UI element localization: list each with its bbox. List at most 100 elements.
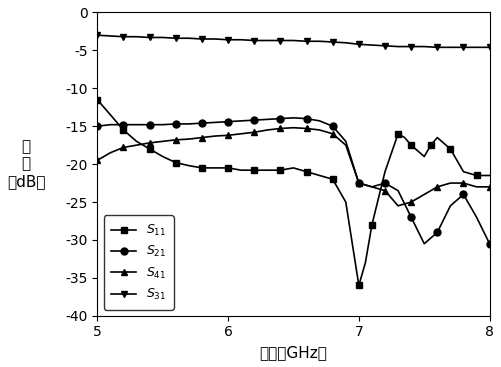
$S_{41}$ [460,181,466,185]
$S_{31}$ [356,42,362,47]
$S_{41}$ [134,143,140,148]
$S_{11}$ [408,143,414,148]
$S_{21}$ [199,121,205,126]
$S_{31}$ [278,38,284,43]
$S_{21}$ [107,123,113,127]
$S_{11}$ [134,139,140,143]
$S_{31}$ [147,35,153,40]
$S_{41}$ [186,137,192,141]
$S_{41}$ [291,126,297,130]
$S_{21}$ [212,120,218,125]
$S_{21}$ [134,123,140,127]
$S_{31}$ [343,41,349,45]
$S_{41}$ [304,126,310,131]
$S_{11}$ [278,168,284,172]
$S_{11}$ [486,173,492,178]
$S_{11}$ [317,173,323,178]
$S_{41}$ [278,126,284,131]
$S_{41}$ [356,181,362,185]
$S_{21}$ [160,123,166,127]
$S_{31}$ [395,44,401,49]
$S_{11}$ [356,283,362,288]
$S_{31}$ [291,38,297,43]
$S_{31}$ [251,38,257,43]
$S_{21}$ [173,122,179,126]
$S_{41}$ [343,143,349,148]
$S_{21}$ [120,123,126,127]
$S_{31}$ [369,43,375,47]
$S_{11}$ [428,143,434,148]
$S_{21}$ [343,139,349,143]
X-axis label: 频率（GHz）: 频率（GHz） [260,345,327,360]
$S_{31}$ [120,34,126,39]
$S_{11}$ [343,200,349,204]
$S_{41}$ [473,185,479,189]
$S_{21}$ [278,116,284,121]
$S_{21}$ [304,116,310,121]
$S_{21}$ [94,124,100,128]
$S_{11}$ [421,155,427,159]
$S_{21}$ [225,119,231,124]
Line: $S_{21}$: $S_{21}$ [94,115,493,247]
$S_{41}$ [199,135,205,140]
$S_{11}$ [434,135,440,140]
$S_{31}$ [173,36,179,40]
$S_{21}$ [251,118,257,122]
$S_{31}$ [160,35,166,40]
$S_{21}$ [238,119,244,123]
$S_{21}$ [408,215,414,219]
$S_{41}$ [395,204,401,208]
$S_{31}$ [434,45,440,50]
$S_{41}$ [107,150,113,155]
$S_{31}$ [134,34,140,39]
$S_{31}$ [421,44,427,49]
$S_{41}$ [225,133,231,138]
$S_{31}$ [486,45,492,50]
$S_{31}$ [382,44,388,48]
$S_{11}$ [238,168,244,172]
$S_{31}$ [330,40,336,44]
$S_{31}$ [304,39,310,43]
$S_{11}$ [304,170,310,174]
$S_{41}$ [251,130,257,134]
$S_{11}$ [160,155,166,159]
$S_{41}$ [369,185,375,189]
$S_{11}$ [330,177,336,181]
$S_{41}$ [434,185,440,189]
$S_{31}$ [94,33,100,37]
$S_{21}$ [447,204,453,208]
$S_{31}$ [317,39,323,43]
$S_{21}$ [356,181,362,185]
$S_{11}$ [147,147,153,151]
$S_{41}$ [147,141,153,145]
$S_{21}$ [186,122,192,126]
$S_{31}$ [460,45,466,50]
$S_{11}$ [291,166,297,170]
$S_{11}$ [473,173,479,178]
$S_{21}$ [460,192,466,197]
$S_{21}$ [395,188,401,193]
$S_{41}$ [330,132,336,136]
Line: $S_{11}$: $S_{11}$ [94,96,493,289]
Line: $S_{41}$: $S_{41}$ [94,124,493,209]
$S_{11}$ [382,170,388,174]
$S_{41}$ [120,145,126,150]
$S_{31}$ [265,38,271,43]
$S_{21}$ [434,230,440,235]
$S_{41}$ [265,128,271,132]
$S_{11}$ [186,163,192,168]
$S_{41}$ [447,181,453,185]
$S_{21}$ [421,241,427,246]
$S_{41}$ [212,134,218,138]
$S_{11}$ [447,147,453,151]
$S_{21}$ [291,116,297,120]
$S_{11}$ [199,166,205,170]
Legend: $S_{11}$, $S_{21}$, $S_{41}$, $S_{31}$: $S_{11}$, $S_{21}$, $S_{41}$, $S_{31}$ [104,215,174,309]
$S_{11}$ [120,128,126,132]
$S_{31}$ [238,37,244,42]
$S_{31}$ [447,45,453,50]
$S_{41}$ [173,138,179,142]
$S_{41}$ [317,128,323,132]
$S_{31}$ [225,37,231,42]
$S_{11}$ [107,113,113,117]
